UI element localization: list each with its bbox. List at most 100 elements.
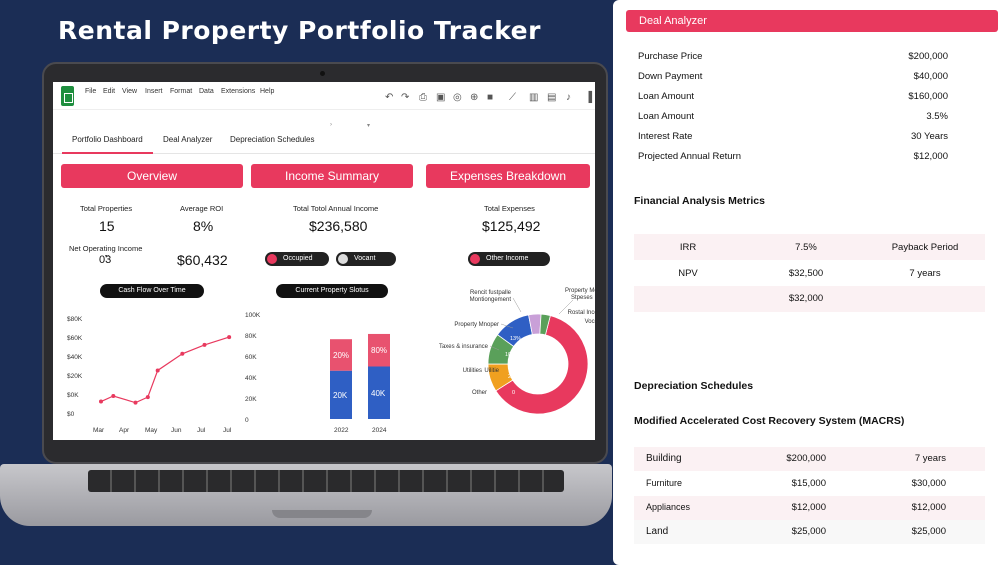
- dep-row-basis: $200,000: [786, 453, 826, 464]
- chevron-right-icon: ›: [330, 122, 332, 128]
- property-status-bar-chart: 100K80K60K40K20K020K20%202240K80%202420K…: [245, 312, 390, 434]
- bar-vacant-label: 20%: [333, 351, 349, 360]
- mic-icon[interactable]: ♪: [566, 92, 571, 103]
- noi-value: $60,432: [177, 252, 228, 268]
- x-tick-label: Mar: [93, 427, 105, 434]
- deal-row-label: Interest Rate: [638, 131, 693, 142]
- cash-flow-point: [227, 335, 232, 340]
- menu-help[interactable]: Help: [260, 88, 275, 95]
- bar-occupied: [330, 370, 352, 419]
- cash-flow-line: [100, 336, 230, 404]
- metrics-band-1: [634, 234, 985, 260]
- undo-icon[interactable]: ↶: [385, 92, 394, 103]
- column-chart-icon[interactable]: ▤: [547, 92, 557, 103]
- expenses-breakdown-header[interactable]: Expenses Breakdown: [426, 164, 590, 188]
- y-tick-label: $20K: [67, 373, 83, 380]
- x-tick-label: 2022: [334, 427, 349, 434]
- noi-glyph: 0̃3: [99, 254, 112, 266]
- bar-occupied-label: 20K: [333, 391, 348, 400]
- cash-flow-point: [133, 400, 138, 405]
- sheets-logo-icon[interactable]: [61, 86, 74, 106]
- print-icon[interactable]: ⎙: [419, 92, 427, 103]
- metrics-title: Financial Analysis Metrics: [634, 195, 765, 207]
- tab-deal-analyzer[interactable]: Deal Analyzer: [163, 135, 213, 144]
- donut-callout: Rostal Income: [568, 310, 595, 316]
- donut-callout: Taxes & insurance: [439, 344, 489, 350]
- other-income-pill[interactable]: Other Income: [468, 252, 550, 266]
- cash-flow-point: [180, 351, 185, 356]
- menu-file[interactable]: File: [85, 88, 97, 95]
- tab-portfolio-dashboard[interactable]: Portfolio Dashboard: [62, 135, 153, 154]
- callout-line: [489, 345, 500, 351]
- total-expenses-label: Total Expenses: [484, 204, 535, 213]
- donut-callout: Rencit fustpalle: [470, 290, 512, 296]
- line-chart-icon[interactable]: ⟋: [509, 92, 516, 103]
- metrics-cell: $32,000: [788, 293, 824, 304]
- menu-data[interactable]: Data: [199, 88, 214, 95]
- dep-row-period: 7 years: [914, 453, 946, 464]
- y-tick-label: $40K: [67, 354, 83, 361]
- donut-callout: Other: [472, 390, 487, 396]
- bar-vacant: [368, 333, 390, 367]
- donut-slice: [539, 313, 551, 336]
- bar-occupied: [368, 366, 390, 419]
- y-tick-label: 100K: [245, 312, 261, 319]
- deal-row-label: Loan Amount: [638, 91, 694, 102]
- spreadsheet-screen: File Edit View Insert Format Data Extens…: [53, 82, 595, 440]
- tab-depreciation-schedules[interactable]: Depreciation Schedules: [230, 135, 315, 144]
- y-tick-label: 60K: [245, 354, 257, 361]
- menu-extensions[interactable]: Extensions: [221, 88, 256, 95]
- vacant-pill[interactable]: Vocant: [336, 252, 396, 266]
- y-tick-label: 0: [245, 417, 249, 424]
- cash-flow-point: [202, 342, 207, 347]
- dep-row-period: $25,000: [911, 526, 946, 537]
- income-summary-header[interactable]: Income Summary: [251, 164, 413, 188]
- dep-row-asset: Building: [646, 453, 682, 464]
- donut-callout: Uilitie: [484, 368, 499, 374]
- metrics-cell: NPV: [678, 268, 698, 279]
- dep-row-asset: Land: [646, 526, 669, 537]
- metrics-cell: Payback Period: [891, 242, 959, 253]
- menubar: File Edit View Insert Format Data Extens…: [53, 82, 595, 110]
- donut-callout: Property Mosmood: [565, 288, 595, 294]
- menu-insert[interactable]: Insert: [145, 88, 163, 95]
- link-icon[interactable]: ⊕: [470, 92, 479, 103]
- lid-notch: [272, 510, 372, 518]
- menu-edit[interactable]: Edit: [103, 88, 116, 95]
- y-tick-label: 20K: [245, 396, 257, 403]
- y-tick-label: $0: [67, 411, 75, 418]
- other-income-pill-label: Other Income: [486, 255, 529, 262]
- paint-format-icon[interactable]: ▣: [436, 92, 446, 103]
- deal-row-value: $160,000: [908, 91, 948, 102]
- percent-icon[interactable]: ◎: [453, 92, 462, 103]
- total-properties-value: 15: [99, 218, 115, 234]
- deal-row-label: Projected Annual Return: [638, 151, 741, 162]
- annual-income-value: $236,580: [309, 218, 368, 234]
- dep-row-basis: $15,000: [791, 478, 826, 489]
- bar-chart-icon[interactable]: ▥: [529, 92, 539, 103]
- keyboard: [88, 470, 564, 492]
- average-roi-label: Average ROI: [180, 204, 224, 213]
- metrics-cell: 7.5%: [795, 242, 817, 253]
- occupied-pill[interactable]: Occupied: [265, 252, 329, 266]
- comment-icon[interactable]: ■: [487, 92, 494, 103]
- bar-occupied-label: 40K: [371, 389, 386, 398]
- dep-row-period: $30,000: [911, 478, 946, 489]
- cash-flow-line-chart: $80K $60K $40K $20K $0K $0 Mar Apr May Jun Jul Jul: [67, 316, 232, 434]
- overview-header[interactable]: Overview: [61, 164, 243, 188]
- dep-row-period: $12,000: [911, 502, 946, 513]
- metrics-band-3: [634, 286, 985, 312]
- metrics-cell: $32,500: [788, 268, 824, 279]
- redo-icon[interactable]: ↷: [401, 92, 410, 103]
- deal-row-value: $12,000: [913, 151, 948, 162]
- dep-row-asset: Appliances: [646, 502, 691, 512]
- donut-slice-label: 10%: [505, 352, 516, 358]
- deal-analyzer-header: Deal Analyzer: [626, 10, 998, 32]
- menu-view[interactable]: View: [122, 88, 138, 95]
- more-icon[interactable]: ▐: [585, 92, 593, 103]
- menu-format[interactable]: Format: [170, 88, 193, 95]
- dep-band-4: [634, 520, 985, 544]
- x-tick-label: Jul: [223, 427, 232, 434]
- dep-row-asset: Furniture: [646, 478, 683, 488]
